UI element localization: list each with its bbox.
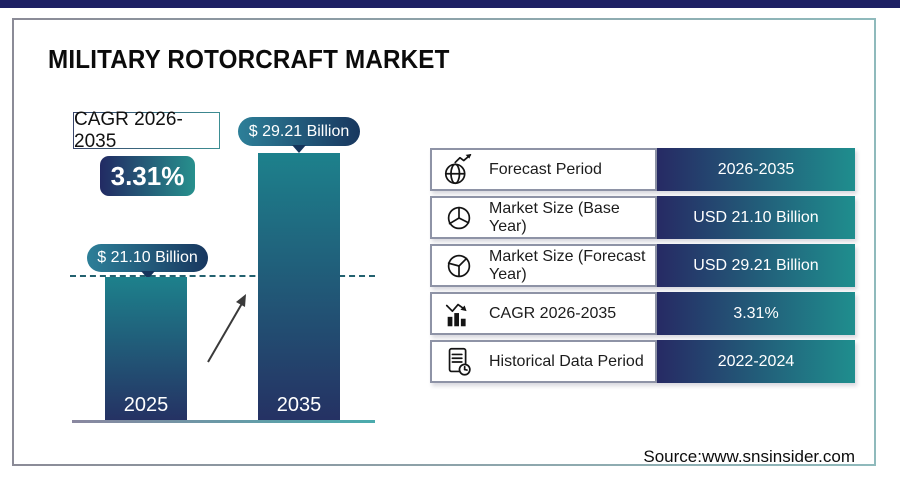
bar-value-label: $ 21.10 Billion [97,249,198,266]
pie-chart-icon [441,248,477,284]
bar-category-label: 2035 [276,394,322,416]
cagr-value-badge: 3.31% [100,156,195,196]
source-text: Source:www.snsinsider.com [643,447,855,466]
table-row: Market Size (Base Year) USD 21.10 Billio… [430,196,855,239]
document-clock-icon [441,344,477,380]
cagr-label-box: CAGR 2026-2035 [73,109,220,152]
x-axis-line [72,420,375,423]
table-row: Forecast Period 2026-2035 [430,148,855,191]
bar-2035: 2035 [258,153,340,422]
table-row: Historical Data Period 2022-2024 [430,340,855,383]
bar-chart-growth-icon [441,296,477,332]
row-value: 2026-2035 [657,148,855,191]
page-title: MILITARY ROTORCRAFT MARKET [48,44,450,74]
bar-value-label: $ 29.21 Billion [248,122,350,140]
pie-chart-icon [441,200,477,236]
row-label: Market Size (Base Year) [489,199,620,235]
row-label: Historical Data Period [489,352,644,370]
reference-dashed-line [70,275,375,277]
bar-2025: 2025 [105,277,187,422]
row-value: USD 21.10 Billion [657,196,855,239]
growth-arrow-icon [207,294,246,363]
bar-value-pill-2035: $ 29.21 Billion [238,117,360,146]
globe-growth-icon [441,152,477,188]
summary-table: Forecast Period 2026-2035 Market Size (B… [430,148,855,388]
row-label: Forecast Period [489,160,602,178]
row-value: 3.31% [657,292,855,335]
cagr-label: CAGR 2026-2035 [74,108,183,152]
row-label: Market Size (Forecast Year) [489,247,646,283]
table-row: Market Size (Forecast Year) USD 29.21 Bi… [430,244,855,287]
row-value: USD 29.21 Billion [657,244,855,287]
row-value: 2022-2024 [657,340,855,383]
bar-category-label: 2025 [123,394,169,416]
top-accent-bar [0,0,900,8]
table-row: CAGR 2026-2035 3.31% [430,292,855,335]
row-label: CAGR 2026-2035 [489,304,617,322]
content-frame: MILITARY ROTORCRAFT MARKET CAGR 2026-203… [12,18,876,466]
bar-value-pill-2025: $ 21.10 Billion [87,244,208,272]
